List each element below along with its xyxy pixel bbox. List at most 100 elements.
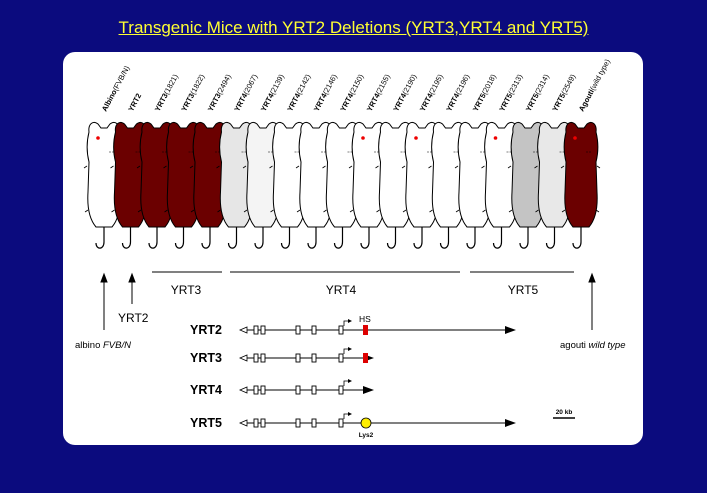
mouse-line-id: (2155) (374, 72, 392, 96)
mouse-line-id: (2142) (294, 72, 312, 96)
mouse-line-id: (1821) (162, 72, 180, 96)
mouse-eye (414, 136, 418, 140)
mouse-line-id: (2195) (427, 72, 445, 96)
construct-maps: YRT2 HS YRT3 YRT4 YRT5 Lys2 (190, 314, 516, 439)
construct-name: YRT2 (190, 323, 222, 337)
mouse-tail (95, 227, 105, 249)
albino-label: albino FVB/N (75, 340, 131, 351)
construct-exon (295, 353, 301, 363)
construct-exon (260, 385, 266, 395)
mouse-tail (148, 227, 158, 249)
mouse-label: Agouti(wild type) (577, 57, 612, 113)
mouse-eye (573, 136, 577, 140)
hs-label: HS (359, 314, 371, 324)
construct-name: YRT4 (190, 383, 222, 397)
mouse-label: YRT4(2195) (418, 72, 445, 113)
construct-exon (253, 325, 259, 335)
construct-exon (311, 353, 317, 363)
construct-exon (260, 325, 266, 335)
construct-name: YRT3 (190, 351, 222, 365)
construct-start (238, 326, 248, 334)
mouse-tail (254, 227, 264, 249)
mouse-line-id: (2150) (347, 72, 365, 96)
mouse-label: YRT3(2494) (206, 72, 233, 113)
hs-marker (363, 353, 368, 363)
yrt2-arrow (128, 272, 136, 304)
lys2-marker (360, 417, 372, 429)
mouse-label: YRT5(2313) (497, 72, 524, 113)
mouse-label: YRT4(2155) (365, 72, 392, 113)
mouse-tail (466, 227, 476, 249)
mouse-line-id: (FVB/N) (111, 64, 132, 93)
mouse-line-id: (1822) (188, 72, 206, 96)
construct-exon (338, 325, 344, 335)
mouse-tail (201, 227, 211, 249)
mouse-label: YRT3(1822) (179, 72, 206, 113)
mouse-line-id: (wild type) (588, 57, 612, 92)
mouse-tail (572, 227, 582, 249)
lys2-label: Lys2 (359, 432, 374, 439)
construct-start (238, 386, 248, 394)
mouse-tail (280, 227, 291, 249)
mouse-tail (492, 227, 503, 249)
construct-exon (253, 418, 259, 428)
mouse-line-id: (2549) (559, 72, 577, 96)
mouse-tail (519, 227, 529, 249)
mouse-line-id: (2313) (506, 72, 524, 96)
mouse-line-id: (2196) (453, 72, 471, 96)
construct-row: YRT3 (190, 347, 374, 365)
mouse-label: YRT5(2314) (524, 72, 551, 113)
mouse-tail (227, 227, 238, 249)
mouse-line-id: (2190) (400, 72, 418, 96)
mouse-tail (386, 227, 397, 249)
mouse-tail (333, 227, 344, 249)
mouse-line-id: (2146) (321, 72, 339, 96)
construct-row: YRT5 Lys2 (190, 412, 516, 439)
mouse-eye (361, 136, 365, 140)
mouse-eye (96, 136, 100, 140)
mouse-tail (174, 227, 185, 249)
construct-exon (295, 418, 301, 428)
yrt2-side-label: YRT2 (118, 311, 149, 325)
mouse-label: YRT4(2146) (312, 72, 339, 113)
construct-exon (260, 418, 266, 428)
tss-arrowhead (348, 319, 352, 323)
mouse-feet (560, 165, 601, 213)
construct-arrowhead (505, 419, 516, 427)
agouti-label: agouti wild type (560, 340, 626, 351)
construct-arrowhead (505, 326, 516, 334)
construct-exon (338, 353, 344, 363)
mouse-line-name: YRT2 (126, 92, 143, 113)
yrt4-group-label: YRT4 (326, 283, 357, 297)
construct-exon (338, 418, 344, 428)
mouse-line-id: (2018) (480, 72, 498, 96)
hs-marker (363, 325, 368, 335)
albino-arrow (100, 272, 108, 330)
scale-bar-label: 20 kb (556, 409, 573, 416)
mouse-line-id: (2314) (533, 72, 551, 96)
yrt3-group-label: YRT3 (171, 283, 202, 297)
mouse-tail (413, 227, 423, 249)
construct-arrowhead (363, 386, 374, 394)
yrt5-group-label: YRT5 (508, 283, 539, 297)
mouse-label: YRT4(2067) (232, 72, 259, 113)
mouse-eye (493, 136, 498, 140)
page-title: Transgenic Mice with YRT2 Deletions (YRT… (118, 18, 589, 37)
construct-exon (295, 385, 301, 395)
construct-start (238, 354, 248, 362)
construct-exon (311, 418, 317, 428)
mouse-body (563, 121, 599, 228)
tss-arrowhead (348, 379, 352, 383)
agouti-arrow (588, 272, 596, 330)
mouse-tail (307, 227, 317, 249)
construct-exon (311, 385, 317, 395)
construct-row: YRT2 HS (190, 314, 516, 337)
mouse-tail (439, 227, 450, 249)
mouse-label: YRT3(1821) (153, 72, 180, 113)
mouse-tail (360, 227, 370, 249)
construct-exon (338, 385, 344, 395)
mouse-label: YRT4(2142) (285, 72, 312, 113)
mouse-label: YRT4(2196) (444, 72, 471, 113)
mouse-label: YRT5(2549) (550, 72, 577, 113)
